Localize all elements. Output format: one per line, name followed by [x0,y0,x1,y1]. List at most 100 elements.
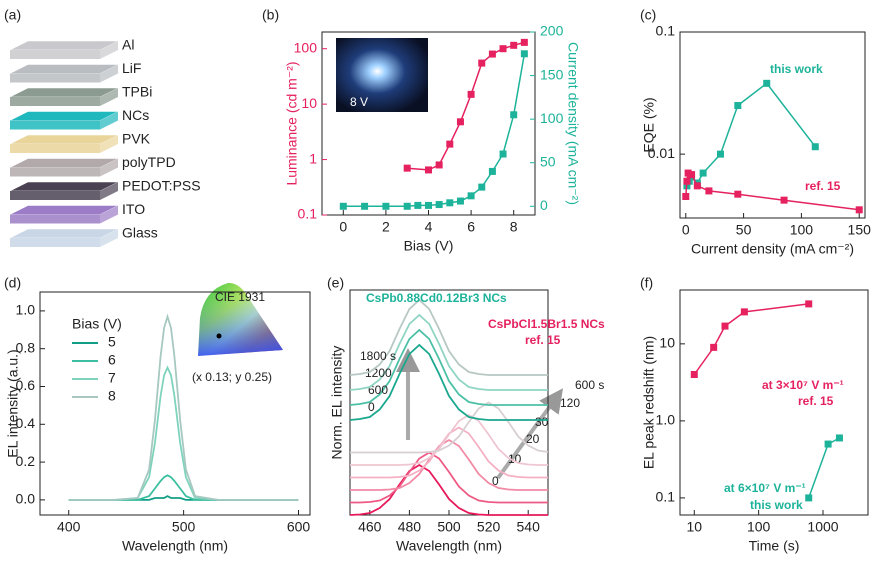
layer-slab [10,168,100,177]
x-tick-label: 50 [736,222,752,238]
series-line [69,368,299,500]
legend-label: 8 [108,388,116,404]
marker [705,187,712,194]
x-tick-label: 480 [398,519,422,535]
y-axis-title: Norm. EL intensity [329,346,345,460]
y2-axis-title: Current density (mA cm⁻²) [565,42,581,205]
series-line [350,300,548,375]
marker [478,60,485,67]
series-label: this work [770,62,823,76]
page: {"device_stack": {"panel": "(a)", "layer… [0,0,893,561]
layer-label: NCs [122,107,149,123]
marker [489,168,496,175]
marker [457,198,464,205]
layer-slab [10,65,118,74]
marker [781,197,788,204]
y-tick-label: 1.0 [656,412,676,428]
marker [805,494,812,501]
legend-title: Bias (V) [72,316,122,332]
y-tick-label: 1 [309,150,317,166]
layer-label: Glass [122,225,158,241]
x-axis-title: Time (s) [749,538,800,554]
layer-slab [10,238,100,247]
marker [825,441,832,448]
marker [694,182,701,189]
panel-label: (f) [640,275,653,291]
layer-slab [10,135,118,144]
marker [478,184,485,191]
y-tick-label: 100 [294,39,318,55]
layer-slab [10,159,118,168]
annotation: CsPbCl1.5Br1.5 NCs [488,317,605,331]
x-tick-label: 500 [172,519,196,535]
marker [425,202,432,209]
marker [457,118,464,125]
series-line [694,304,808,375]
marker [836,434,843,441]
layer-slab [10,121,100,130]
x-tick-label: 100 [747,519,771,535]
marker [425,166,432,173]
series-label: ref. 15 [805,179,841,193]
y-tick-label: 0.1 [298,206,318,222]
figure: (a)GlassITOPEDOT:PSSpolyTPDPVKNCsTPBiLiF… [0,0,893,561]
series-label: 30 [535,415,549,429]
x-tick-label: 2 [382,219,390,235]
x-axis-title: Wavelength (nm) [396,538,502,554]
layer-slab [10,182,118,191]
marker [691,371,698,378]
marker [763,80,770,87]
layer-slab [10,144,100,153]
series-label: 1800 s [360,349,396,363]
y-axis-title: Luminance (cd m⁻²) [284,61,300,185]
marker [741,308,748,315]
layer-slab [10,191,100,200]
y-tick-label: 0.1 [656,489,676,505]
marker [721,323,728,330]
marker [414,202,421,209]
marker [510,111,517,118]
series-line [69,475,299,500]
layer-slab [10,112,118,121]
y-tick-label: 10 [659,335,675,351]
x-tick-label: 520 [477,519,501,535]
series-label: 1200 [365,366,392,380]
y2-tick-label: 150 [540,66,564,82]
y-tick-label: 0.0 [16,491,36,507]
marker [446,199,453,206]
marker [436,201,443,208]
layer-label: polyTPD [122,154,176,170]
marker [734,191,741,198]
marker [446,141,453,148]
x-tick-label: 460 [358,519,382,535]
layer-slab [10,88,118,97]
annotation: at 6×10⁷ V m⁻¹ [724,481,806,495]
annotation: (x 0.13; y 0.25) [192,370,272,384]
y-axis-title: EQE (%) [641,97,657,152]
panel-label: (a) [4,7,21,23]
marker [683,178,690,185]
layer-label: PEDOT:PSS [122,178,201,194]
y2-tick-label: 100 [540,110,564,126]
marker [856,206,863,213]
marker [521,50,528,57]
legend-label: 6 [108,352,116,368]
y-axis-title: EL peak redshift (nm) [641,336,657,469]
marker [710,344,717,351]
annotation: 8 V [350,95,368,109]
y2-tick-label: 200 [540,23,564,39]
layer-slab [10,229,118,238]
marker [468,192,475,199]
marker [382,203,389,210]
layer-slab [10,50,100,59]
y-tick-label: 0.1 [656,23,676,39]
layer-label: ITO [122,201,145,217]
series-label: this work [750,498,803,512]
marker [510,42,517,49]
marker [805,300,812,307]
layer-slab [10,74,100,83]
marker [688,171,695,178]
marker [717,151,724,158]
panel-label: (c) [640,7,656,23]
panel-label: (e) [327,275,344,291]
